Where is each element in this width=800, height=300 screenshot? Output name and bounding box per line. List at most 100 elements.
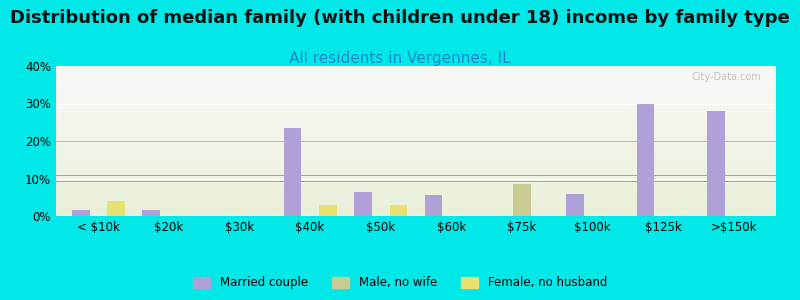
Bar	[56, 114, 776, 116]
Bar	[56, 177, 776, 178]
Bar	[56, 207, 776, 208]
Bar	[56, 108, 776, 110]
Bar	[72, 210, 90, 216]
Bar	[56, 135, 776, 136]
Bar	[56, 103, 776, 105]
Bar	[56, 194, 776, 195]
Bar	[56, 192, 776, 194]
Bar	[56, 169, 776, 171]
Bar	[56, 80, 776, 81]
Bar	[56, 168, 776, 170]
Bar	[354, 192, 372, 216]
Bar	[56, 153, 776, 154]
Bar	[56, 156, 776, 158]
Bar	[56, 214, 776, 216]
Text: City-Data.com: City-Data.com	[692, 72, 762, 82]
Bar	[56, 150, 776, 152]
Bar	[56, 172, 776, 174]
Bar	[56, 70, 776, 72]
Bar	[707, 111, 725, 216]
Bar	[56, 176, 776, 177]
Bar	[56, 180, 776, 182]
Bar	[56, 164, 776, 165]
Bar	[637, 103, 654, 216]
Bar	[425, 195, 442, 216]
Bar	[56, 147, 776, 148]
Bar	[56, 196, 776, 198]
Bar	[56, 116, 776, 117]
Bar	[56, 93, 776, 94]
Bar	[107, 201, 125, 216]
Bar	[56, 76, 776, 78]
Bar	[56, 208, 776, 210]
Bar	[56, 190, 776, 192]
Bar	[56, 140, 776, 141]
Bar	[56, 126, 776, 128]
Bar	[56, 110, 776, 111]
Text: All residents in Vergennes, IL: All residents in Vergennes, IL	[289, 51, 511, 66]
Bar	[56, 152, 776, 153]
Bar	[319, 205, 337, 216]
Bar	[142, 210, 160, 216]
Bar	[56, 132, 776, 134]
Bar	[56, 98, 776, 99]
Bar	[56, 130, 776, 132]
Bar	[56, 102, 776, 104]
Bar	[56, 100, 776, 102]
Bar	[56, 144, 776, 146]
Bar	[56, 117, 776, 118]
Bar	[56, 158, 776, 159]
Bar	[56, 189, 776, 190]
Bar	[56, 123, 776, 124]
Bar	[56, 212, 776, 213]
Bar	[56, 138, 776, 140]
Bar	[56, 72, 776, 74]
Bar	[56, 118, 776, 120]
Bar	[56, 88, 776, 90]
Bar	[56, 204, 776, 206]
Bar	[56, 141, 776, 142]
Bar	[56, 136, 776, 138]
Bar	[56, 195, 776, 196]
Bar	[56, 134, 776, 135]
Bar	[56, 162, 776, 164]
Bar	[56, 183, 776, 184]
Bar	[56, 74, 776, 75]
Bar	[56, 111, 776, 112]
Bar	[56, 68, 776, 69]
Bar	[56, 206, 776, 207]
Bar	[56, 124, 776, 126]
Bar	[56, 87, 776, 88]
Legend: Married couple, Male, no wife, Female, no husband: Married couple, Male, no wife, Female, n…	[188, 272, 612, 294]
Bar	[56, 210, 776, 212]
Bar	[56, 106, 776, 108]
Text: Distribution of median family (with children under 18) income by family type: Distribution of median family (with chil…	[10, 9, 790, 27]
Bar	[56, 174, 776, 176]
Bar	[390, 205, 407, 216]
Bar	[284, 128, 302, 216]
Bar	[56, 159, 776, 160]
Bar	[56, 142, 776, 144]
Bar	[56, 167, 776, 168]
Bar	[56, 188, 776, 189]
Bar	[56, 94, 776, 96]
Bar	[56, 184, 776, 186]
Bar	[56, 85, 776, 87]
Bar	[56, 198, 776, 200]
Bar	[56, 160, 776, 162]
Bar	[56, 81, 776, 82]
Bar	[56, 96, 776, 98]
Bar	[56, 182, 776, 183]
Bar	[56, 201, 776, 202]
Bar	[56, 213, 776, 214]
Bar	[56, 146, 776, 147]
Bar	[56, 186, 776, 188]
Bar	[56, 99, 776, 100]
Bar	[56, 129, 776, 130]
Bar	[56, 120, 776, 122]
Bar	[56, 82, 776, 84]
Bar	[56, 154, 776, 156]
Bar	[56, 171, 776, 172]
Bar	[56, 202, 776, 204]
Bar	[56, 148, 776, 150]
